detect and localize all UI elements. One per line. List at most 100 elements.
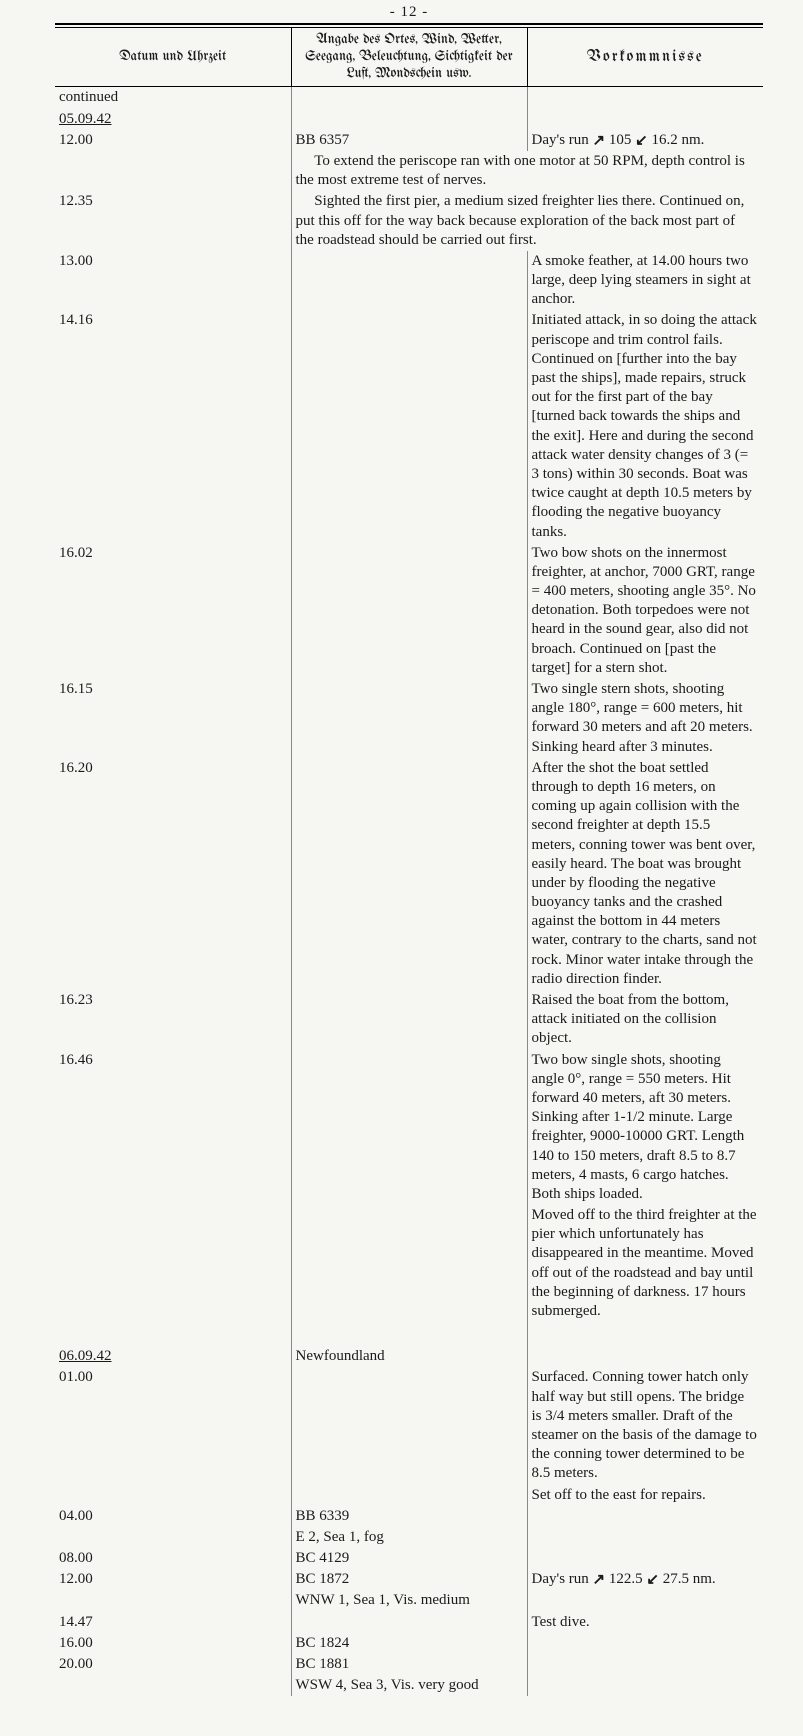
- table-row: 16.02 Two bow shots on the innermost frei…: [55, 543, 763, 679]
- cell-event: Two single stern shots, shooting angle 1…: [527, 679, 763, 758]
- cell-location: [291, 1367, 527, 1484]
- cell-time: 05.09.42: [55, 109, 291, 130]
- cell-event: [527, 1527, 763, 1548]
- table-row: WSW 4, Sea 3, Vis. very good: [55, 1675, 763, 1696]
- cell-location: BB 6357: [291, 130, 527, 151]
- cell-time: 16.20: [55, 758, 291, 990]
- cell-time: 20.00: [55, 1654, 291, 1675]
- cell-event: [527, 87, 763, 109]
- cell-event: Test dive.: [527, 1612, 763, 1633]
- cell-location: Newfoundland: [291, 1346, 527, 1367]
- cell-time: 13.00: [55, 251, 291, 311]
- cell-location: [291, 1612, 527, 1633]
- page-number: - 12 -: [55, 4, 763, 21]
- arrow-up-icon: ↗: [593, 1571, 606, 1590]
- cell-location: BB 6339: [291, 1506, 527, 1527]
- cell-location: [291, 87, 527, 109]
- cell-event-spanning: To extend the periscope ran with one mot…: [291, 151, 763, 191]
- cell-event: Day's run ↗ 122.5 ↙ 27.5 nm.: [527, 1569, 763, 1590]
- cell-location: [291, 251, 527, 311]
- cell-time: 16.02: [55, 543, 291, 679]
- cell-time: 12.00: [55, 130, 291, 151]
- cell-event: Initiated attack, in so doing the attack…: [527, 310, 763, 542]
- table-row: 12.00BB 6357Day's run ↗ 105 ↙ 16.2 nm.: [55, 130, 763, 151]
- cell-time: 16.23: [55, 990, 291, 1050]
- cell-time: 12.35: [55, 191, 291, 251]
- cell-event: Raised the boat from the bottom, attack …: [527, 990, 763, 1050]
- cell-location: [291, 1485, 527, 1506]
- table-row: Set off to the east for repairs.: [55, 1485, 763, 1506]
- cell-time: 12.00: [55, 1569, 291, 1590]
- cell-time: 16.00: [55, 1633, 291, 1654]
- cell-event-spanning: Sighted the first pier, a medium sized f…: [291, 191, 763, 251]
- cell-event: Set off to the east for repairs.: [527, 1485, 763, 1506]
- cell-event: [527, 1675, 763, 1696]
- cell-time: [55, 1205, 291, 1322]
- table-row: 05.09.42: [55, 109, 763, 130]
- cell-event: Surfaced. Conning tower hatch only half …: [527, 1367, 763, 1484]
- cell-event: Two bow shots on the innermost freighter…: [527, 543, 763, 679]
- table-row: 16.00BC 1824: [55, 1633, 763, 1654]
- cell-event: [527, 1633, 763, 1654]
- cell-time: 08.00: [55, 1548, 291, 1569]
- cell-location: [291, 990, 527, 1050]
- arrow-up-icon: ↗: [593, 132, 606, 151]
- cell-event: [527, 1346, 763, 1367]
- cell-time: [55, 151, 291, 191]
- table-row: 12.00BC 1872Day's run ↗ 122.5 ↙ 27.5 nm.: [55, 1569, 763, 1590]
- cell-time: 14.16: [55, 310, 291, 542]
- table-header: Datum und Uhrzeit Angabe des Ortes, Wind…: [55, 23, 763, 87]
- table-row: 01.00 Surfaced. Conning tower hatch only …: [55, 1367, 763, 1484]
- cell-location: [291, 679, 527, 758]
- cell-event: [527, 1548, 763, 1569]
- table-row: continued: [55, 87, 763, 109]
- cell-location: [291, 543, 527, 679]
- cell-time: [55, 1590, 291, 1611]
- cell-time: 01.00: [55, 1367, 291, 1484]
- cell-location: [291, 758, 527, 990]
- cell-event: Moved off to the third freighter at the …: [527, 1205, 763, 1322]
- cell-location: BC 1881: [291, 1654, 527, 1675]
- table-row: 14.47 Test dive.: [55, 1612, 763, 1633]
- cell-location: WNW 1, Sea 1, Vis. medium: [291, 1590, 527, 1611]
- log-page: - 12 - Datum und Uhrzeit Angabe des Orte…: [0, 0, 803, 1736]
- cell-event: [527, 1590, 763, 1611]
- cell-location: [291, 1205, 527, 1322]
- table-body: continued05.09.4212.00BB 6357Day's run ↗…: [55, 87, 763, 1697]
- cell-time: [55, 1675, 291, 1696]
- table-row: 16.46Two bow single shots, shooting angl…: [55, 1050, 763, 1206]
- cell-location: WSW 4, Sea 3, Vis. very good: [291, 1675, 527, 1696]
- cell-time: 04.00: [55, 1506, 291, 1527]
- cell-time: [55, 1527, 291, 1548]
- cell-time: [55, 1485, 291, 1506]
- cell-location: [291, 310, 527, 542]
- table-row: 06.09.42Newfoundland: [55, 1346, 763, 1367]
- cell-event: A smoke feather, at 14.00 hours two larg…: [527, 251, 763, 311]
- cell-time: continued: [55, 87, 291, 109]
- cell-location: [291, 109, 527, 130]
- cell-time: 16.15: [55, 679, 291, 758]
- table-row: 20.00BC 1881: [55, 1654, 763, 1675]
- cell-event: After the shot the boat settled through …: [527, 758, 763, 990]
- cell-location: BC 1872: [291, 1569, 527, 1590]
- arrow-down-icon: ↙: [646, 1571, 659, 1590]
- table-row: To extend the periscope ran with one mot…: [55, 151, 763, 191]
- log-table: Datum und Uhrzeit Angabe des Ortes, Wind…: [55, 23, 763, 1696]
- table-row: 16.15 Two single stern shots, shooting an…: [55, 679, 763, 758]
- header-datum: Datum und Uhrzeit: [55, 28, 291, 87]
- table-row: 12.35 Sighted the first pier, a medium s…: [55, 191, 763, 251]
- header-angabe: Angabe des Ortes, Wind, Wetter, Seegang,…: [291, 28, 527, 87]
- cell-time: 06.09.42: [55, 1346, 291, 1367]
- table-row: 04.00BB 6339: [55, 1506, 763, 1527]
- cell-event: [527, 1506, 763, 1527]
- table-row: WNW 1, Sea 1, Vis. medium: [55, 1590, 763, 1611]
- table-row: 08.00BC 4129: [55, 1548, 763, 1569]
- table-row: 16.20 After the shot the boat settled thr…: [55, 758, 763, 990]
- cell-event: [527, 1654, 763, 1675]
- table-row: Moved off to the third freighter at the …: [55, 1205, 763, 1322]
- cell-location: [291, 1050, 527, 1206]
- cell-time: 14.47: [55, 1612, 291, 1633]
- cell-time: 16.46: [55, 1050, 291, 1206]
- cell-location: BC 4129: [291, 1548, 527, 1569]
- table-row: E 2, Sea 1, fog: [55, 1527, 763, 1548]
